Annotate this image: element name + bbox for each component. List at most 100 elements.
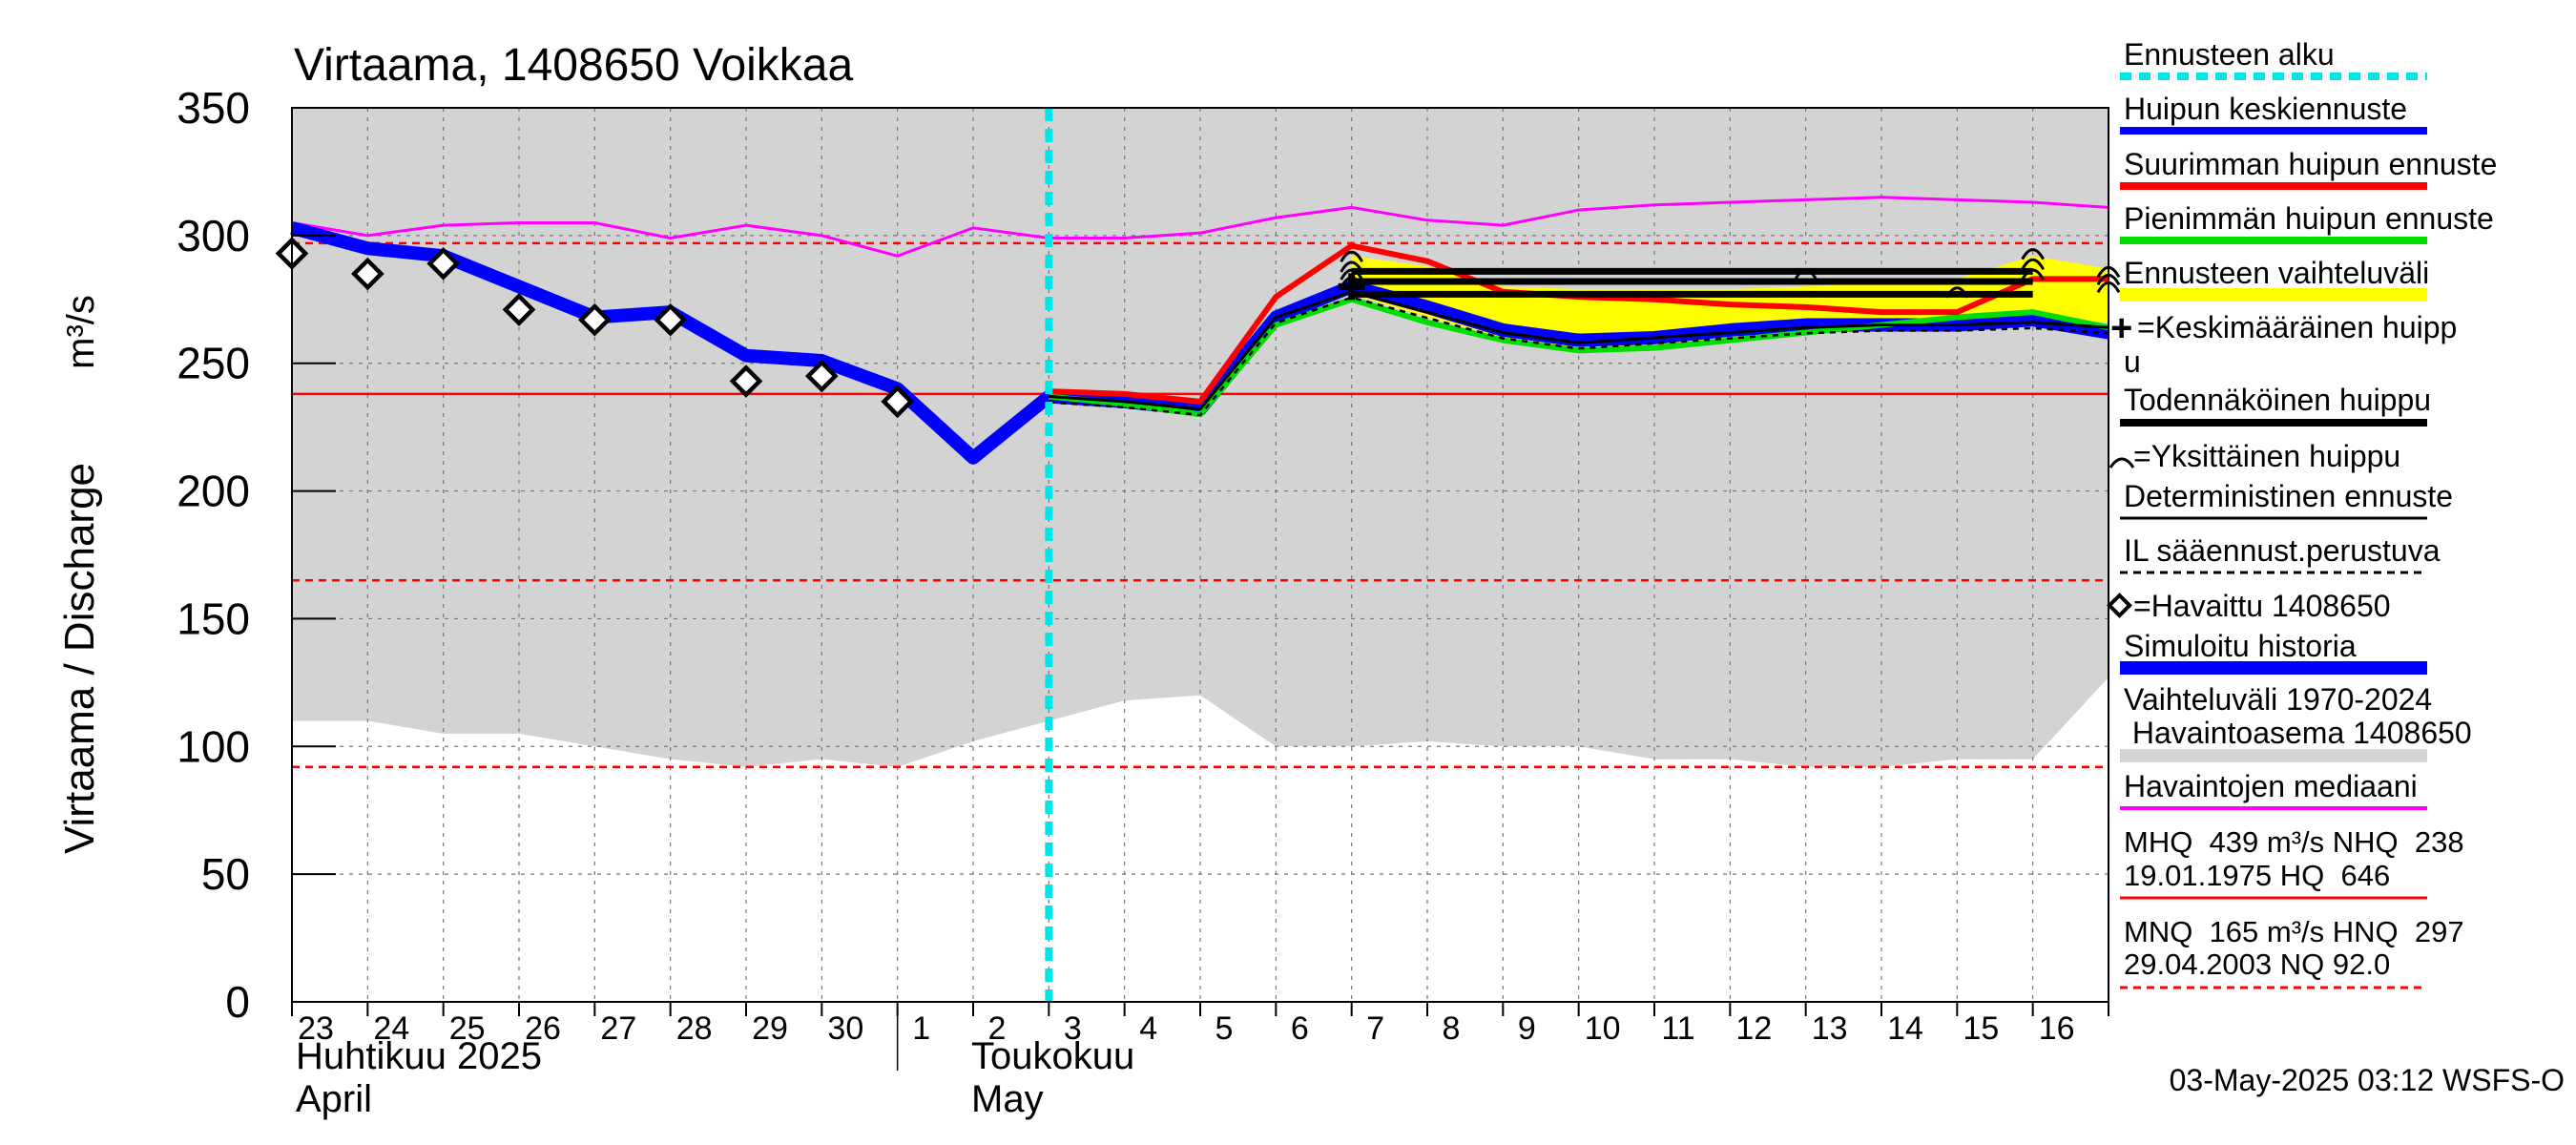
legend-label-mnq-1: MNQ 165 m³/s HNQ 297 bbox=[2124, 915, 2464, 948]
markers-layer bbox=[275, 108, 2121, 1002]
legend-item-forecast-start: Ennusteen alku bbox=[2120, 37, 2427, 80]
x-tick-label-21: 14 bbox=[1887, 1010, 1923, 1047]
median-line bbox=[291, 196, 2109, 258]
legend-item-mhq: MHQ 439 m³/s NHQ 238 19.01.1975 HQ 646 bbox=[2120, 825, 2464, 900]
y-axis-unit: m³/s bbox=[60, 295, 102, 369]
y-tick-label-300: 300 bbox=[177, 211, 250, 260]
y-axis-label: Virtaama / Discharge bbox=[56, 463, 103, 854]
individual-peak-arc-0 bbox=[1340, 250, 1363, 263]
individual-peak-arc-7 bbox=[2021, 258, 2045, 271]
reference-lines-layer bbox=[292, 241, 2109, 768]
x-tick-label-7: 30 bbox=[827, 1010, 863, 1047]
x-tick-label-14: 7 bbox=[1366, 1010, 1384, 1047]
individual-peak-arc-4 bbox=[1794, 268, 1818, 281]
footer-timestamp: 03-May-2025 03:12 WSFS-O bbox=[2170, 1063, 2565, 1097]
mean-peak-plus bbox=[1338, 273, 1365, 301]
observed-point-1 bbox=[351, 257, 384, 291]
legend-item-median: Havaintojen mediaani bbox=[2120, 769, 2427, 810]
y-tick-label-150: 150 bbox=[177, 593, 250, 643]
legend-label-sim-history: Simuloitu historia bbox=[2124, 629, 2357, 663]
x-tick-label-19: 12 bbox=[1735, 1010, 1772, 1047]
x-tick-label-12: 5 bbox=[1215, 1010, 1234, 1047]
x-tick-label-10: 3 bbox=[1064, 1010, 1082, 1047]
individual-peak-arc-1 bbox=[1340, 260, 1363, 273]
legend-label-median: Havaintojen mediaani bbox=[2124, 769, 2418, 803]
legend: Ennusteen alku Huipun keskiennuste Suuri… bbox=[2107, 37, 2497, 989]
individual-peak-arc-8 bbox=[2021, 268, 2045, 281]
legend-label-mean-peak: Huipun keskiennuste bbox=[2124, 92, 2407, 126]
chart-title: Virtaama, 1408650 Voikkaa bbox=[294, 40, 854, 91]
x-tick-label-3: 26 bbox=[525, 1010, 561, 1047]
legend-label-deterministic: Deterministinen ennuste bbox=[2124, 479, 2453, 513]
observed-point-8 bbox=[881, 385, 914, 419]
plus-icon: + bbox=[2110, 307, 2132, 349]
x-tick-label-4: 27 bbox=[600, 1010, 636, 1047]
legend-item-mean-peak: Huipun keskiennuste bbox=[2120, 92, 2427, 135]
legend-label-avg-peak-1: =Keskimääräinen huipp bbox=[2137, 310, 2457, 344]
legend-item-range: Ennusteen vaihteluväli bbox=[2120, 256, 2429, 302]
x-tick-label-6: 29 bbox=[752, 1010, 788, 1047]
x-tick-label-11: 4 bbox=[1139, 1010, 1157, 1047]
y-tick-label-0: 0 bbox=[225, 977, 250, 1027]
legend-label-single-peak: =Yksittäinen huippu bbox=[2133, 439, 2400, 473]
x-tick-label-23: 16 bbox=[2039, 1010, 2075, 1047]
il-forecast-line bbox=[1049, 296, 2109, 417]
legend-item-max-peak: Suurimman huipun ennuste bbox=[2120, 147, 2497, 190]
grid-layer bbox=[292, 108, 2109, 1002]
observed-point-7 bbox=[805, 359, 839, 393]
observed-point-3 bbox=[502, 293, 536, 326]
legend-label-il-forecast: IL sääennust.perustuva bbox=[2124, 533, 2441, 568]
legend-label-min-peak: Pienimmän huipun ennuste bbox=[2124, 201, 2494, 236]
observed-point-6 bbox=[729, 364, 763, 398]
observed-point-5 bbox=[654, 302, 687, 337]
legend-item-il-forecast: IL sääennust.perustuva bbox=[2120, 533, 2441, 574]
legend-item-mnq: MNQ 165 m³/s HNQ 297 29.04.2003 NQ 92.0 bbox=[2120, 915, 2464, 989]
x-tick-label-15: 8 bbox=[1443, 1010, 1461, 1047]
legend-item-sim-history: Simuloitu historia bbox=[2120, 629, 2427, 675]
legend-label-range: Ennusteen vaihteluväli bbox=[2124, 256, 2429, 290]
x-tick-label-17: 10 bbox=[1585, 1010, 1621, 1047]
x-tick-label-2: 25 bbox=[449, 1010, 486, 1047]
legend-label-probable-peak: Todennäköinen huippu bbox=[2124, 383, 2431, 417]
legend-item-probable-peak: Todennäköinen huippu bbox=[2120, 383, 2431, 427]
legend-item-observed: =Havaittu 1408650 bbox=[2107, 589, 2391, 623]
legend-label-range-history-2: Havaintoasema 1408650 bbox=[2124, 716, 2472, 750]
observed-point-2 bbox=[426, 246, 460, 281]
x-tick-label-22: 15 bbox=[1963, 1010, 1999, 1047]
legend-label-avg-peak-2: u bbox=[2124, 344, 2141, 379]
x-tick-label-16: 9 bbox=[1518, 1010, 1536, 1047]
diamond-icon bbox=[2107, 593, 2132, 618]
legend-item-range-history: Vaihteluväli 1970-2024 Havaintoasema 140… bbox=[2120, 682, 2472, 762]
y-tick-label-350: 350 bbox=[177, 83, 250, 133]
legend-item-avg-peak: + =Keskimääräinen huipp u bbox=[2110, 307, 2457, 379]
observed-point-4 bbox=[578, 302, 612, 337]
deterministic-forecast-line bbox=[1049, 290, 2109, 411]
legend-item-single-peak: =Yksittäinen huippu bbox=[2109, 439, 2400, 473]
legend-label-observed: =Havaittu 1408650 bbox=[2133, 589, 2391, 623]
x-tick-label-18: 11 bbox=[1661, 1010, 1694, 1047]
individual-peak-arc-5 bbox=[1945, 286, 1969, 299]
min-peak-forecast-line bbox=[1049, 296, 2109, 418]
month-label-may-en: May bbox=[971, 1078, 1044, 1120]
y-tick-label-100: 100 bbox=[177, 721, 250, 771]
month-label-may-fi: Toukokuu bbox=[971, 1035, 1134, 1077]
legend-label-mhq-2: 19.01.1975 HQ 646 bbox=[2124, 859, 2390, 892]
legend-label-forecast-start: Ennusteen alku bbox=[2124, 37, 2335, 72]
legend-item-min-peak: Pienimmän huipun ennuste bbox=[2120, 201, 2494, 244]
x-tick-label-5: 28 bbox=[676, 1010, 713, 1047]
individual-peak-arc-6 bbox=[2021, 248, 2045, 260]
x-tick-label-0: 23 bbox=[298, 1010, 334, 1047]
y-tick-label-250: 250 bbox=[177, 339, 250, 388]
month-label-april-fi: Huhtikuu 2025 bbox=[296, 1035, 542, 1077]
legend-label-range-history-1: Vaihteluväli 1970-2024 bbox=[2124, 682, 2432, 717]
x-tick-label-8: 1 bbox=[912, 1010, 930, 1047]
legend-label-max-peak: Suurimman huipun ennuste bbox=[2124, 147, 2497, 181]
x-tick-label-1: 24 bbox=[373, 1010, 409, 1047]
individual-peak-arc-2 bbox=[1340, 268, 1363, 281]
legend-item-deterministic: Deterministinen ennuste bbox=[2120, 479, 2453, 520]
legend-label-mnq-2: 29.04.2003 NQ 92.0 bbox=[2124, 947, 2390, 981]
legend-label-mhq-1: MHQ 439 m³/s NHQ 238 bbox=[2124, 825, 2464, 859]
